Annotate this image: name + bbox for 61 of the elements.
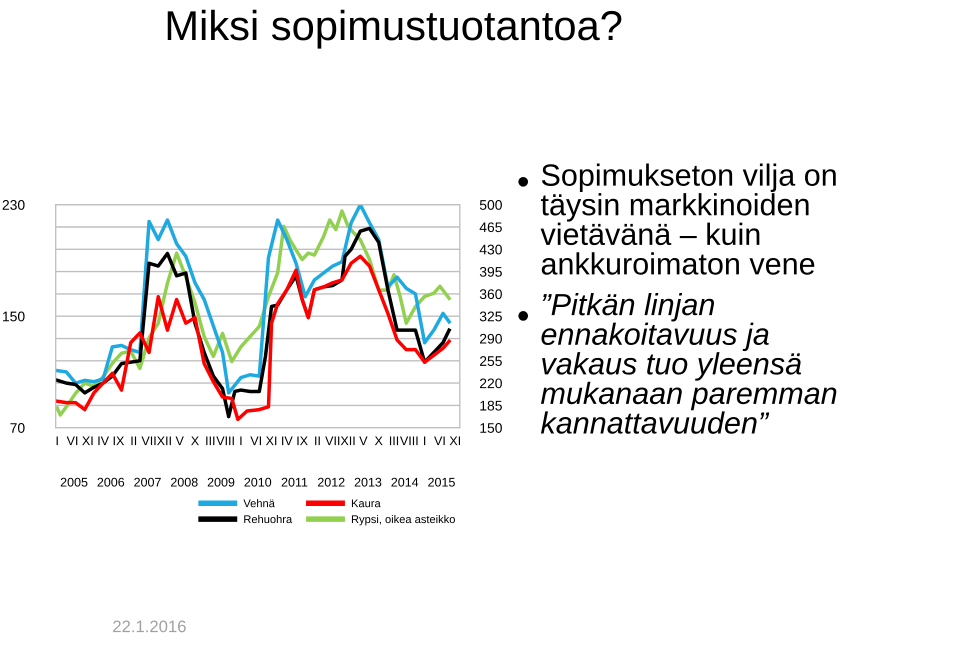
x-tick-label: I <box>240 436 242 446</box>
y2-tick-label: 500 <box>480 200 502 210</box>
y-tick-label: 150 <box>3 312 25 322</box>
y2-tick-label: 290 <box>480 334 502 344</box>
text: 2009 <box>208 478 234 487</box>
x-tick-label: VI <box>250 436 261 446</box>
x-tick-label: X <box>191 436 199 446</box>
x-tick-label: I <box>424 436 426 446</box>
x-tick-label: VII <box>141 436 156 446</box>
x-tick-label: XII <box>157 436 171 446</box>
x-tick-label: VIII <box>400 436 418 446</box>
x-tick-label: IV <box>98 436 109 446</box>
x-tick-label: XI <box>266 436 276 446</box>
text: 2011 <box>282 478 308 487</box>
x-tick-label: VI <box>66 436 78 446</box>
x-tick-label: IX <box>297 436 308 446</box>
text: 2013 <box>354 478 382 487</box>
x-tick-label: XII <box>340 436 355 446</box>
text: 2010 <box>244 478 272 487</box>
y2-tick-label: 395 <box>480 266 502 277</box>
text: 2014 <box>391 478 418 487</box>
text: 2007 <box>134 478 161 487</box>
x-tick-label: III <box>390 436 398 446</box>
x-tick-label: III <box>206 436 214 446</box>
text: 2012 <box>318 478 345 487</box>
text: 2015 <box>428 478 455 487</box>
y2-tick-label: 325 <box>480 312 502 322</box>
x-tick-label: II <box>315 436 320 446</box>
text: 2008 <box>171 478 198 487</box>
text: Sopimukseton vilja on täysin markkinoiden vietävänä – kuin ankkuroimaton vene <box>540 164 836 275</box>
y2-tick-label: 465 <box>480 222 502 232</box>
text: 2006 <box>98 478 124 487</box>
x-tick-label: X <box>374 436 383 446</box>
x-tick-label: VII <box>325 436 340 446</box>
x-tick-label: V <box>359 436 368 446</box>
y2-tick-label: 150 <box>480 423 502 433</box>
legend-label: Rypsi, oikea asteikko <box>352 514 455 526</box>
text: 22.1.2016 <box>113 620 186 632</box>
x-tick-label: IX <box>114 436 124 446</box>
legend-label: Kaura <box>352 499 381 508</box>
x-tick-label: II <box>131 436 136 446</box>
y-tick-label: 230 <box>2 200 25 210</box>
text: ”Pitkän linjan ennakoitavuus ja vakaus tuo yleensä mukanaan paremman kannattavuuden” <box>540 292 836 434</box>
legend-label: Vehnä <box>243 499 275 508</box>
chart-title: Miksi sopimustuotantoa? <box>168 10 622 49</box>
x-tick-label: VIII <box>216 436 234 446</box>
y2-tick-label: 185 <box>480 400 502 411</box>
line-series <box>56 254 451 422</box>
y2-tick-label: 360 <box>480 289 502 300</box>
y2-tick-label: 220 <box>480 378 502 388</box>
x-tick-label: XI <box>82 436 93 446</box>
x-tick-label: XI <box>450 436 460 446</box>
x-tick-label: VI <box>434 436 445 446</box>
legend-label: Rehuohra <box>244 514 292 524</box>
y-tick-label: 70 <box>10 423 25 433</box>
x-tick-label: I <box>56 436 58 446</box>
y2-tick-label: 255 <box>480 356 502 366</box>
text: 2005 <box>60 478 88 487</box>
x-tick-label: IV <box>282 436 293 446</box>
y2-tick-label: 430 <box>480 244 502 254</box>
x-tick-label: V <box>176 436 184 446</box>
